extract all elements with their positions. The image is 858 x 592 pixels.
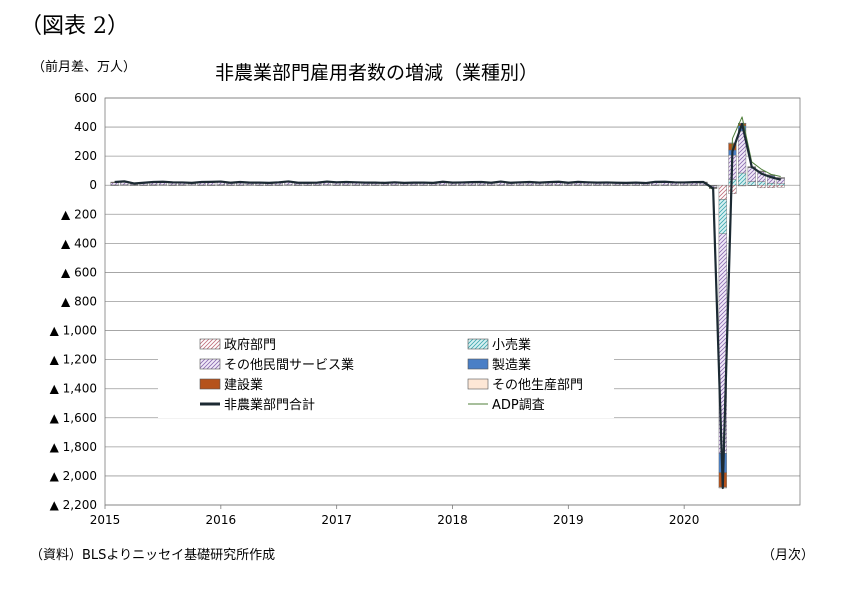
bar-government — [766, 185, 776, 188]
legend-swatch-manufacturing — [467, 358, 489, 370]
legend-swatch-construction — [199, 378, 221, 390]
bar-government — [718, 185, 727, 200]
y-tick-label: ▲ 800 — [61, 295, 97, 309]
bar-government — [776, 185, 785, 188]
bar-retail — [747, 181, 756, 186]
legend-label: その他民間サービス業 — [224, 357, 354, 373]
legend-swatch-other_goods — [467, 378, 489, 390]
source-note: （資料）BLSよりニッセイ基礎研究所作成 — [30, 548, 276, 563]
y-tick-label: ▲ 1,400 — [50, 382, 97, 396]
bar-retail — [776, 183, 785, 186]
legend-swatch-retail — [467, 338, 489, 350]
figure-label: （図表 2） — [20, 14, 129, 39]
x-tick-label: 2018 — [437, 513, 468, 527]
x-tick-label: 2015 — [90, 513, 121, 527]
bar-government — [757, 185, 766, 189]
y-tick-label: ▲ 400 — [61, 236, 97, 250]
legend-swatch-other_services — [199, 358, 221, 370]
axes: 600 400 200 0 ▲ 200 ▲ 400 ▲ 600 ▲ 800 ▲ 1,000 ▲ 1… — [50, 91, 801, 527]
y-tick-label: ▲ 1,000 — [50, 324, 97, 338]
y-tick-label: ▲ 1,200 — [50, 353, 97, 367]
y-tick-label: ▲ 200 — [61, 207, 97, 221]
y-tick-label: ▲ 1,600 — [50, 411, 97, 425]
chart-title: 非農業部門雇用者数の増減（業種別） — [215, 62, 539, 84]
y-tick-label: 400 — [74, 120, 97, 134]
line-total_line — [114, 122, 781, 490]
legend-label: 製造業 — [492, 357, 531, 373]
y-tick-label: ▲ 2,000 — [50, 469, 97, 483]
legend-label: 非農業部門合計 — [224, 397, 315, 413]
bar-retail — [757, 181, 766, 186]
y-tick-label: ▲ 600 — [61, 265, 97, 279]
legend-label: 政府部門 — [224, 338, 276, 353]
x-tick-label: 2020 — [669, 513, 700, 527]
y-tick-label: ▲ 1,800 — [50, 440, 97, 454]
x-axis-unit: （月次） — [762, 548, 815, 563]
bar-series — [110, 122, 785, 489]
bar-retail — [766, 182, 776, 186]
x-tick-label: 2019 — [553, 513, 584, 527]
legend-swatch-government — [199, 338, 221, 350]
y-tick-label: 600 — [74, 91, 97, 105]
bar-retail — [738, 172, 747, 186]
x-tick-label: 2016 — [206, 513, 237, 527]
legend-label: その他生産部門 — [492, 377, 583, 393]
grid-lines — [105, 97, 800, 506]
legend-box — [158, 332, 614, 418]
y-tick-label: 0 — [89, 178, 97, 192]
bar-retail — [718, 199, 727, 234]
y-tick-label: ▲ 2,200 — [50, 498, 97, 512]
legend-label: ADP調査 — [492, 398, 545, 413]
y-axis-unit: （前月差、万人） — [32, 60, 137, 75]
line-series — [114, 116, 781, 490]
y-tick-label: 200 — [74, 149, 97, 163]
x-tick-label: 2017 — [321, 513, 352, 527]
legend-label: 建設業 — [224, 377, 263, 393]
legend-label: 小売業 — [492, 337, 531, 353]
